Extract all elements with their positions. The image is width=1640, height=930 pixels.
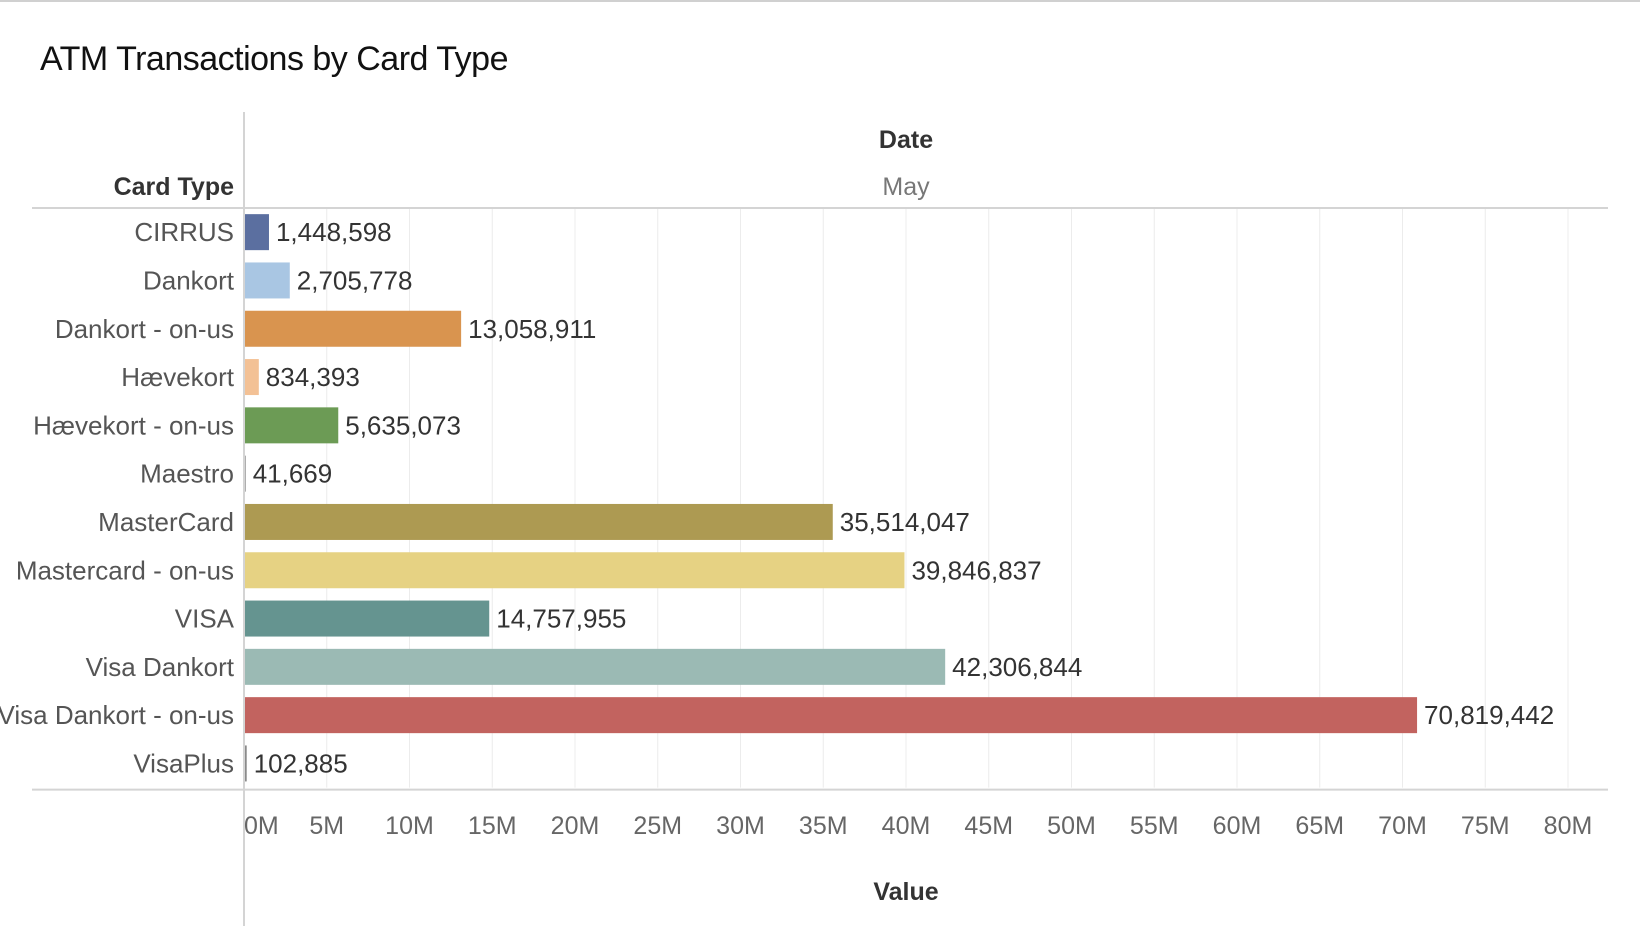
category-label: Visa Dankort - on-us bbox=[0, 700, 234, 730]
value-label: 2,705,778 bbox=[297, 265, 413, 295]
bar-5 bbox=[245, 455, 246, 492]
value-label: 41,669 bbox=[253, 459, 333, 489]
value-label: 14,757,955 bbox=[496, 604, 626, 634]
x-tick-label: 50M bbox=[1047, 812, 1096, 840]
category-label: VisaPlus bbox=[133, 748, 234, 778]
category-label: MasterCard bbox=[98, 507, 234, 537]
category-label: Maestro bbox=[140, 459, 234, 489]
category-label: Dankort bbox=[143, 265, 235, 295]
row-header-title: Card Type bbox=[114, 173, 234, 201]
x-tick-label: 45M bbox=[964, 812, 1013, 840]
column-header-value: May bbox=[882, 173, 930, 201]
bar-2 bbox=[245, 310, 462, 347]
value-label: 35,514,047 bbox=[840, 507, 970, 537]
x-tick-label: 55M bbox=[1130, 812, 1179, 840]
x-tick-label: 65M bbox=[1295, 812, 1344, 840]
value-label: 13,058,911 bbox=[468, 314, 596, 344]
x-tick-label: 35M bbox=[799, 812, 848, 840]
x-tick-label: 5M bbox=[309, 812, 344, 840]
x-tick-label: 60M bbox=[1213, 812, 1262, 840]
category-label: VISA bbox=[175, 604, 235, 634]
bar-11 bbox=[245, 745, 247, 782]
bar-9 bbox=[245, 648, 946, 685]
category-label: Visa Dankort bbox=[86, 652, 235, 682]
bar-6 bbox=[245, 503, 833, 540]
bar-3 bbox=[245, 359, 259, 396]
x-tick-label: 40M bbox=[882, 812, 931, 840]
x-tick-label: 80M bbox=[1544, 812, 1593, 840]
top-border bbox=[0, 0, 1640, 2]
x-tick-label: 10M bbox=[385, 812, 434, 840]
category-label: Hævekort - on-us bbox=[33, 410, 234, 440]
x-tick-label: 0M bbox=[244, 812, 279, 840]
x-tick-label: 15M bbox=[468, 812, 517, 840]
bar-0 bbox=[245, 214, 269, 251]
x-tick-label: 70M bbox=[1378, 812, 1427, 840]
value-label: 70,819,442 bbox=[1424, 700, 1554, 730]
value-label: 42,306,844 bbox=[952, 652, 1082, 682]
bar-8 bbox=[245, 600, 490, 637]
x-axis-title: Value bbox=[873, 878, 938, 906]
bar-1 bbox=[245, 262, 290, 299]
x-tick-label: 25M bbox=[633, 812, 682, 840]
value-label: 39,846,837 bbox=[911, 555, 1041, 585]
category-label: Mastercard - on-us bbox=[16, 555, 234, 585]
bar-4 bbox=[245, 407, 339, 444]
category-label: Hævekort bbox=[121, 362, 234, 392]
category-label: CIRRUS bbox=[134, 217, 234, 247]
chart-title: ATM Transactions by Card Type bbox=[40, 40, 509, 78]
value-label: 1,448,598 bbox=[276, 217, 392, 247]
value-label: 834,393 bbox=[266, 362, 360, 392]
bar-7 bbox=[245, 552, 905, 589]
category-label: Dankort - on-us bbox=[55, 314, 234, 344]
x-tick-label: 20M bbox=[551, 812, 600, 840]
x-tick-label: 30M bbox=[716, 812, 765, 840]
bar-10 bbox=[245, 697, 1418, 734]
value-label: 5,635,073 bbox=[345, 410, 461, 440]
column-header-title: Date bbox=[879, 126, 933, 154]
x-tick-label: 75M bbox=[1461, 812, 1510, 840]
value-label: 102,885 bbox=[254, 748, 348, 778]
